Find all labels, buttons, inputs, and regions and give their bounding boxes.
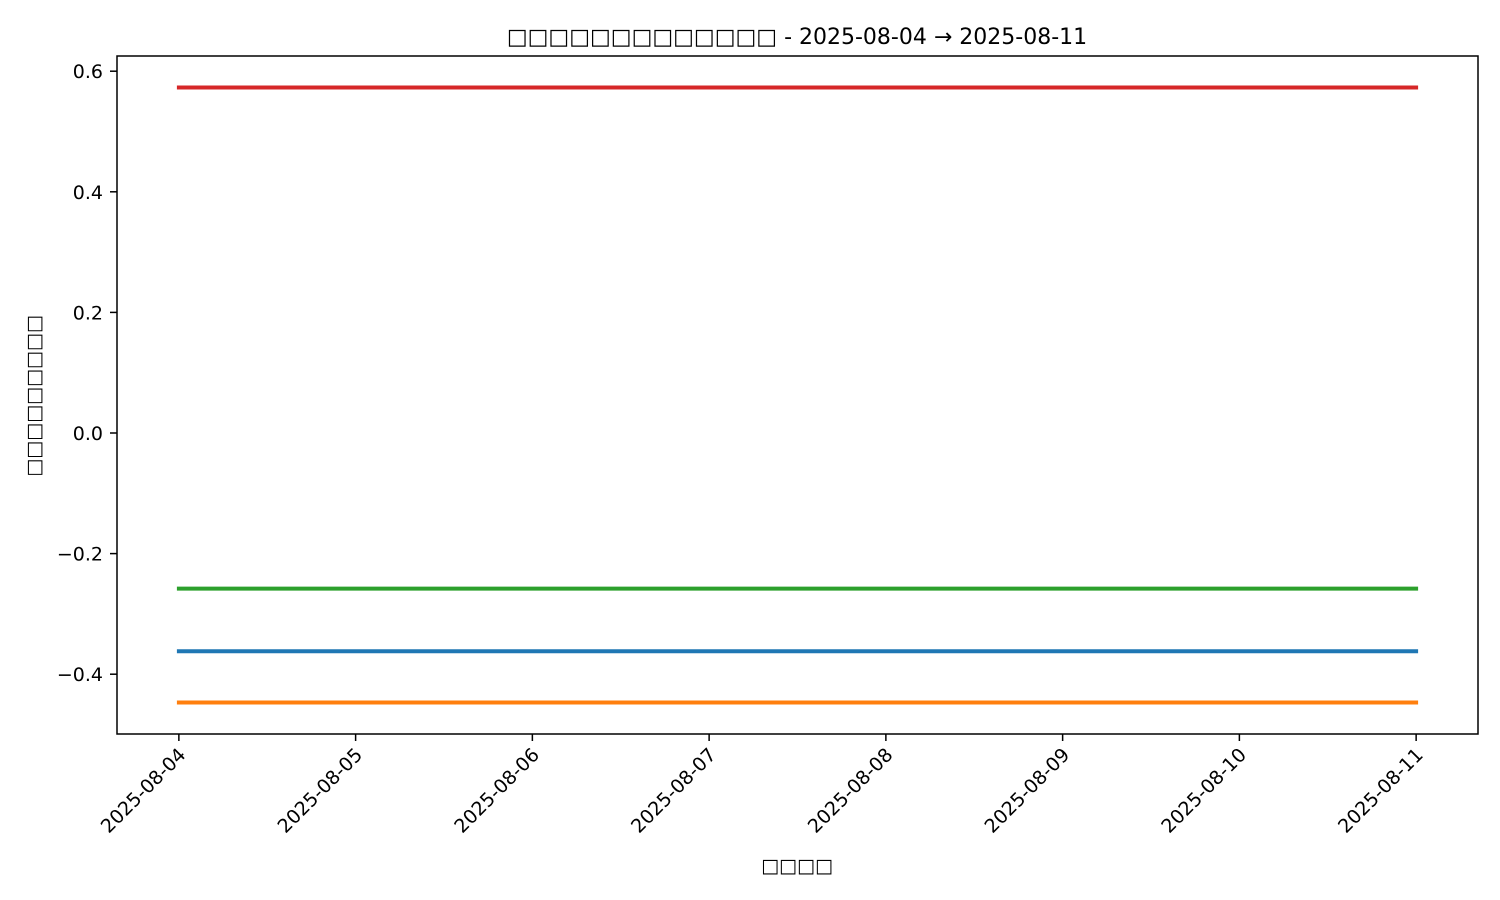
y-tick-label: 0.0	[73, 423, 103, 445]
y-tick-label: 0.6	[73, 61, 103, 83]
x-tick-label: 2025-08-10	[1157, 744, 1251, 838]
y-tick-label: 0.4	[73, 182, 103, 204]
x-tick-label: 2025-08-06	[450, 744, 544, 838]
x-axis-label: □□□□	[761, 855, 833, 877]
chart-title: □□□□□□□□□□□□□ - 2025-08-04 → 2025-08-11	[507, 25, 1087, 50]
x-tick-label: 2025-08-11	[1334, 744, 1428, 838]
x-axis: 2025-08-04 2025-08-05 2025-08-06 2025-08-07…	[97, 734, 1428, 838]
x-tick-label: 2025-08-07	[627, 744, 721, 838]
x-tick-label: 2025-08-05	[274, 744, 368, 838]
y-tick-label: −0.4	[57, 664, 103, 686]
y-tick-label: 0.2	[73, 302, 103, 324]
series-lines	[176, 85, 1419, 705]
x-tick-label: 2025-08-04	[97, 744, 191, 838]
y-tick-label: −0.2	[57, 544, 103, 566]
y-axis: −0.4 −0.2 0.0 0.2 0.4 0.6	[57, 61, 117, 686]
x-tick-label: 2025-08-08	[804, 744, 898, 838]
y-axis-label: □□□□□□□□□	[23, 315, 45, 477]
plot-area-frame	[116, 55, 1479, 735]
x-tick-label: 2025-08-09	[981, 744, 1075, 838]
